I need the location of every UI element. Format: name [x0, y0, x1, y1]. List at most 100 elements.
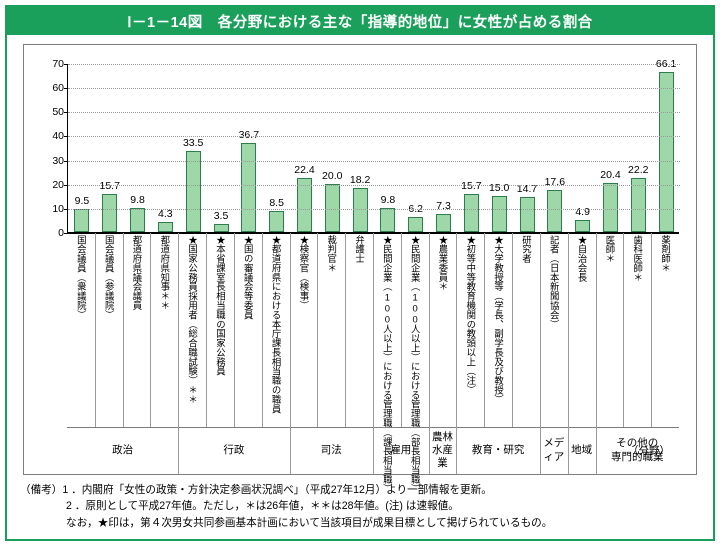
group-label: その他の 専門的職業: [611, 437, 664, 463]
group-separator: [595, 427, 597, 474]
bar-value-label: 4.3: [158, 207, 173, 220]
category-separator: [512, 233, 514, 427]
bar: [352, 188, 368, 232]
bar-value-label: 9.5: [74, 195, 90, 208]
category-label: 国会議員（参議院）: [103, 235, 115, 320]
category-separator: [373, 233, 374, 427]
group-label: 地域: [571, 443, 593, 456]
y-axis-tick-label: 50: [52, 106, 64, 119]
bar-series: 9.5 15.7 9.8 4.3 33.5 3.5 36.7 8.5 22.4 20.0 18.2 9…: [68, 58, 680, 232]
group-label: メディア: [543, 437, 565, 463]
category-separator: [178, 233, 180, 427]
y-axis-tick-label: 60: [52, 82, 64, 95]
y-axis-tick-mark: [64, 136, 68, 138]
bar-value-label: 18.2: [349, 174, 371, 187]
category-separator: [428, 233, 430, 427]
bar: [185, 151, 201, 232]
category-separator: [150, 233, 152, 427]
category-separator: [567, 233, 569, 427]
bar-value-label: 33.5: [182, 137, 204, 150]
bar: [296, 177, 312, 232]
category-label: 国会議員（衆議院）: [75, 235, 87, 320]
category-label: ★本省課室長相当職の国家公務員: [214, 235, 226, 376]
group-separator: [428, 427, 430, 474]
gridline: [68, 88, 680, 90]
bar-value-label: 15.7: [461, 180, 482, 193]
category-label: ★検察官（検事）: [298, 235, 310, 311]
category-label: ★自治会長: [576, 235, 588, 282]
bar: [547, 189, 563, 232]
bar: [324, 183, 340, 232]
category-label: 都道府県知事＊＊: [159, 235, 171, 311]
category-separator: [595, 233, 597, 427]
category-label: ★都道府県における本庁課長相当職の職員: [270, 235, 282, 414]
chart-container: [23, 44, 697, 475]
y-axis-tick-label: 0: [58, 227, 64, 239]
category-separator: [456, 233, 458, 427]
y-axis-tick-mark: [64, 64, 68, 65]
y-axis-tick-label: 40: [52, 130, 64, 143]
category-label: ★大学教授等（学長、副学長及び教授）: [493, 235, 505, 405]
group-label-row: 政治 行政 司法 雇用 農林 水産業 教育・研究 メディア 地域 その他の 専門的職業: [67, 427, 679, 474]
bar: [408, 217, 424, 232]
category-label: 歯科医師＊: [632, 235, 644, 282]
category-separator: [206, 233, 208, 427]
bar-value-label: 36.7: [238, 129, 260, 142]
category-separator: [345, 233, 347, 427]
y-axis-tick-mark: [64, 112, 68, 114]
category-label: ★初等中等教育機関の教頭以上（注）: [465, 235, 477, 395]
category-label: ★国の審議会等委員: [242, 235, 254, 320]
category-label: 研究者: [520, 235, 532, 264]
y-axis-tick-label: 30: [52, 154, 64, 167]
bar: [241, 143, 257, 232]
category-label: ★民間企業（100人以上）における管理職（部長相当職）: [409, 235, 421, 494]
category-separator: [233, 233, 235, 427]
notes-text-1: 1 ．内閣府「女性の政策・方針決定参画状況調べ」（平成27年12月）より一部情報…: [62, 484, 492, 496]
category-label: 弁護士: [354, 235, 366, 264]
group-separator: [456, 427, 458, 474]
bar-value-label: 20.4: [600, 168, 621, 181]
group-label: 教育・研究: [471, 443, 525, 456]
group-label: 政治: [112, 443, 134, 456]
group-separator: [567, 427, 569, 474]
category-label: 医師＊: [604, 235, 616, 264]
bar: [380, 208, 396, 232]
bar-value-label: 7.3: [436, 200, 451, 213]
category-label-band: 国会議員（衆議院） 国会議員（参議院） 都道府県議会議員 都道府県知事＊＊ ★国家公務員…: [67, 233, 679, 493]
group-separator: [289, 427, 291, 474]
field-axis-label: （分野）: [628, 445, 670, 457]
group-label: 農林 水産業: [432, 430, 454, 470]
category-separator: [400, 233, 402, 427]
category-separator: [317, 233, 319, 427]
group-separator: [539, 427, 541, 474]
notes-heading: （備考）: [20, 484, 63, 496]
y-axis-tick-mark: [64, 233, 68, 234]
bar: [269, 211, 285, 232]
bar: [575, 220, 591, 232]
gridline: [68, 160, 680, 162]
bar-value-label: 22.4: [294, 163, 315, 176]
category-label: ★農業委員＊: [437, 235, 449, 292]
category-label: 都道府県議会議員: [131, 235, 143, 311]
y-axis-tick-label: 20: [52, 178, 64, 191]
gridline: [68, 64, 680, 65]
bar: [630, 178, 646, 232]
category-separator: [651, 233, 653, 427]
y-axis-tick-mark: [64, 160, 68, 162]
bar-value-label: 8.5: [269, 197, 284, 210]
category-label: 記者（日本新聞協会）: [548, 235, 560, 329]
category-separator: [623, 233, 625, 427]
category-label: 薬剤師＊: [660, 235, 672, 273]
figure-title: Ⅰ－1－14図 各分野における主な「指導的地位」に女性が占める割合: [7, 7, 713, 35]
category-separator: [261, 233, 263, 427]
y-axis-tick-mark: [64, 88, 68, 90]
group-label: 雇用: [390, 443, 412, 456]
gridline: [68, 112, 680, 114]
category-separator: [289, 233, 291, 427]
bar-value-label: 9.8: [130, 194, 145, 207]
bar: [102, 194, 118, 232]
group-separator: [178, 427, 180, 474]
y-axis-tick-mark: [64, 208, 68, 210]
group-label: 司法: [320, 443, 342, 456]
